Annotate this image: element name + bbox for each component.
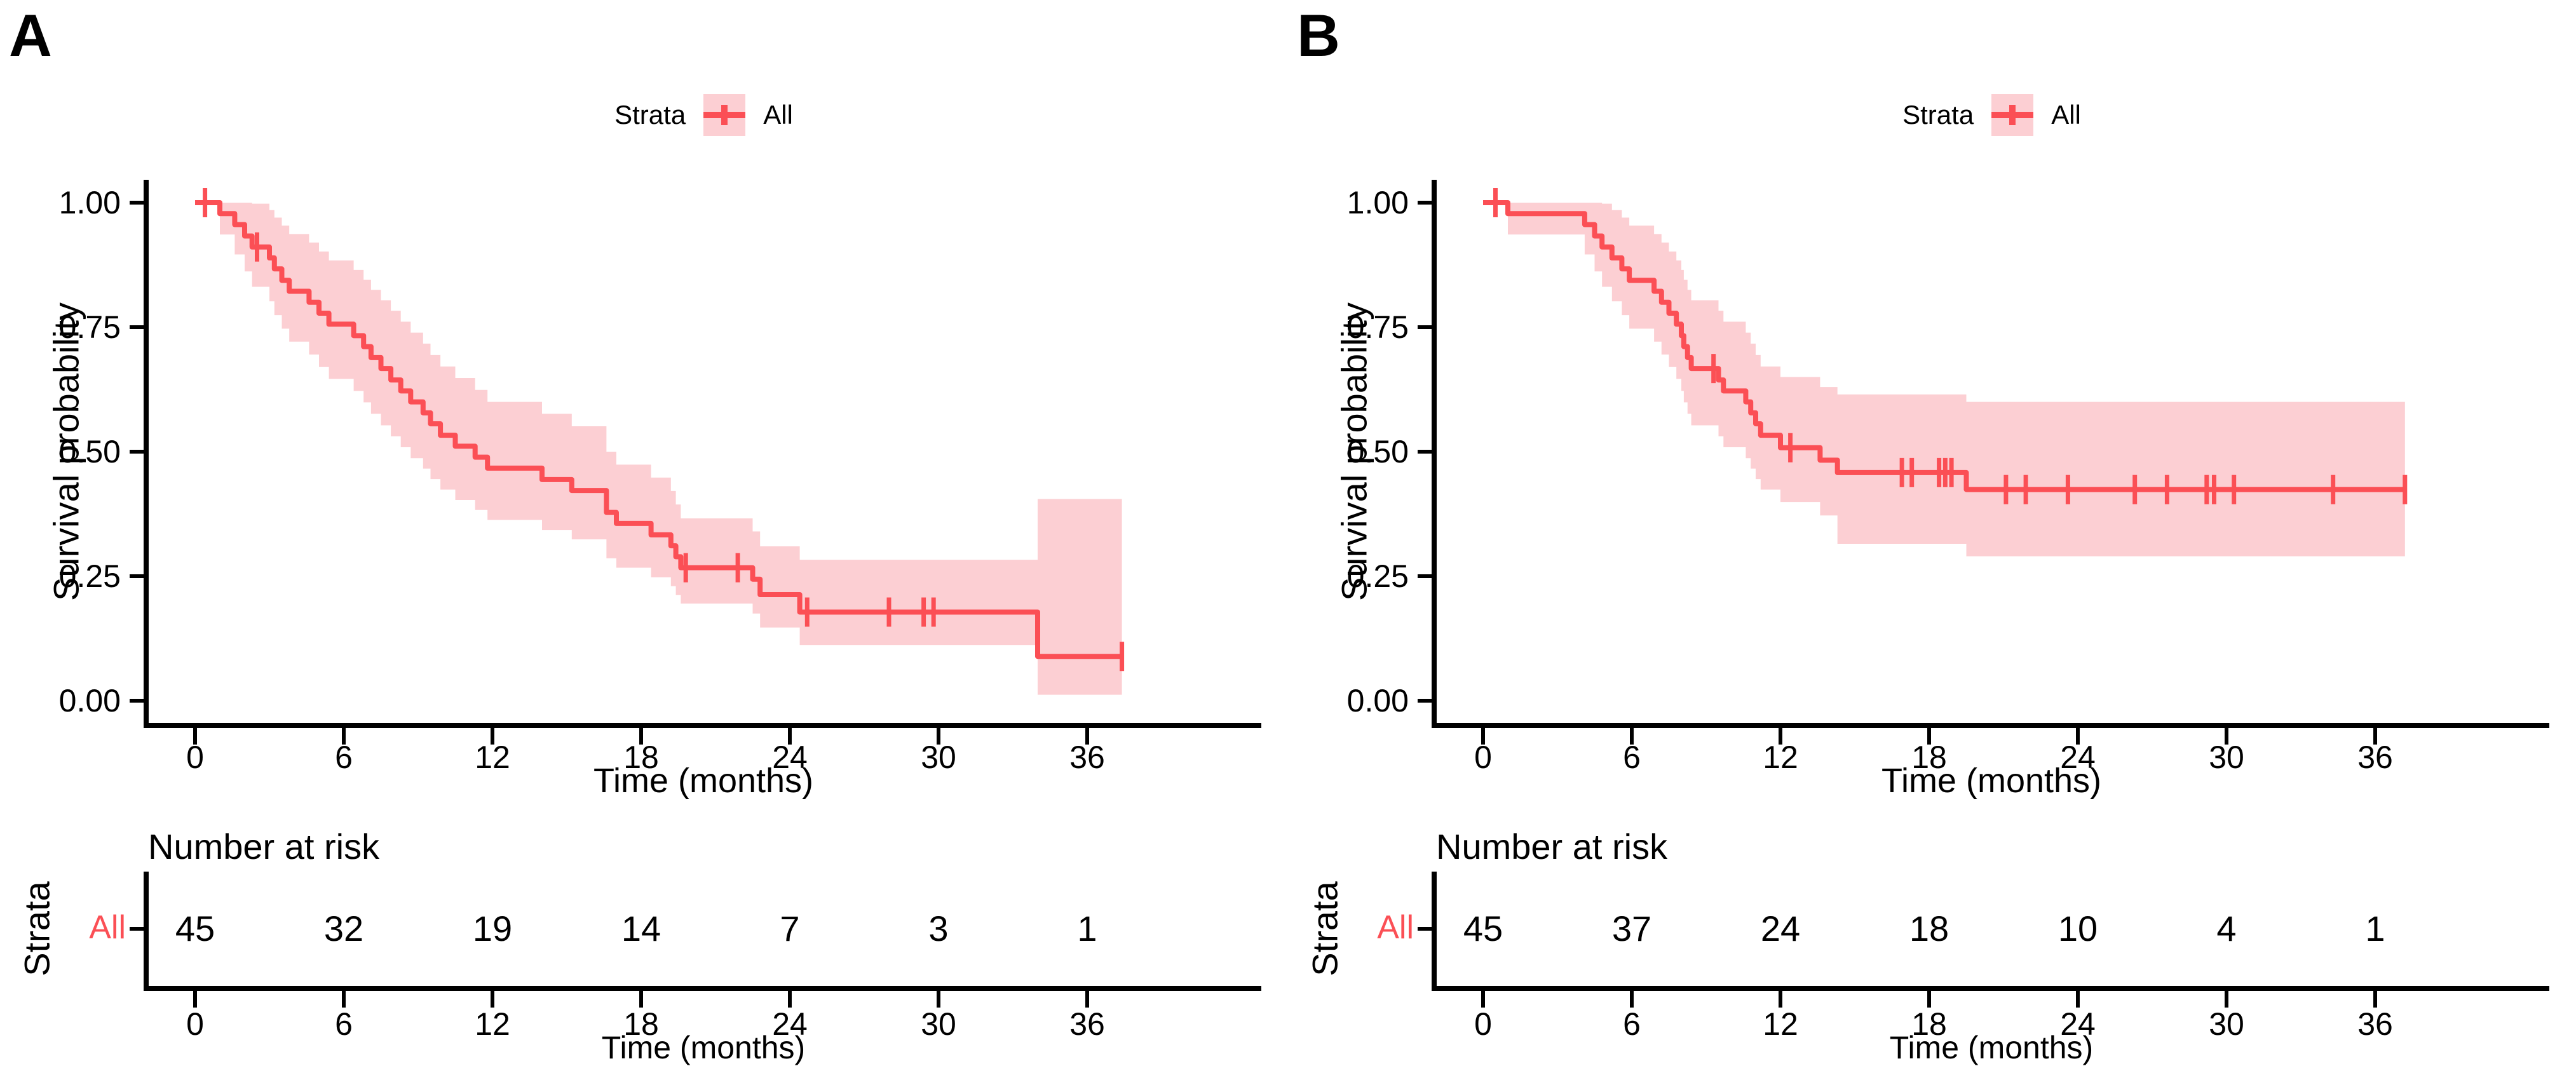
x-tick-label: 18 bbox=[623, 739, 659, 775]
confidence-ribbon bbox=[1508, 203, 2405, 557]
risk-x-tick-label: 18 bbox=[1911, 1006, 1947, 1042]
risk-x-tick-label: 6 bbox=[335, 1006, 353, 1042]
risk-count: 3 bbox=[928, 908, 949, 948]
risk-row-label: All bbox=[1377, 909, 1414, 946]
risk-x-tick-label: 36 bbox=[1069, 1006, 1105, 1042]
survival-curve bbox=[195, 200, 1122, 659]
risk-x-tick-label: 30 bbox=[921, 1006, 956, 1042]
x-tick-label: 0 bbox=[186, 739, 204, 775]
legend-key-icon bbox=[703, 94, 746, 136]
x-axis-title: Time (months) bbox=[593, 762, 814, 800]
risk-table-title: Number at risk bbox=[1436, 826, 1668, 867]
panel-b-plot-canvas bbox=[1418, 180, 2549, 1008]
risk-count: 10 bbox=[2057, 908, 2098, 948]
risk-x-tick-label: 30 bbox=[2209, 1006, 2244, 1042]
legend-key-icon bbox=[1991, 94, 2034, 136]
x-tick-label: 0 bbox=[1474, 739, 1492, 775]
legend-title: Strata bbox=[1902, 100, 1974, 130]
panel-a: A Strata All Survival probability Time (… bbox=[0, 0, 1288, 1065]
x-tick-label: 18 bbox=[1911, 739, 1947, 775]
x-tick-label: 30 bbox=[921, 739, 956, 775]
risk-count: 14 bbox=[621, 908, 661, 948]
legend: Strata All bbox=[146, 94, 1261, 136]
y-tick-label: 0.00 bbox=[58, 683, 121, 719]
x-tick-label: 12 bbox=[1763, 739, 1798, 775]
legend-censor-plus-icon bbox=[2009, 105, 2016, 125]
risk-row-label: All bbox=[89, 909, 126, 946]
risk-x-tick-label: 18 bbox=[623, 1006, 659, 1042]
legend-item-label: All bbox=[2051, 100, 2081, 130]
panel-label: A bbox=[9, 2, 52, 69]
x-tick-label: 24 bbox=[2060, 739, 2096, 775]
x-tick-label: 36 bbox=[1069, 739, 1105, 775]
risk-table-title: Number at risk bbox=[148, 826, 380, 867]
y-tick-label: 0.25 bbox=[58, 558, 121, 594]
x-axis-title: Time (months) bbox=[1881, 762, 2102, 800]
y-tick-label: 0.75 bbox=[1346, 309, 1409, 345]
risk-count: 19 bbox=[472, 908, 513, 948]
y-tick-label: 0.75 bbox=[58, 309, 121, 345]
x-tick-label: 12 bbox=[475, 739, 510, 775]
risk-x-tick-label: 12 bbox=[475, 1006, 510, 1042]
legend: Strata All bbox=[1434, 94, 2549, 136]
y-tick-label: 0.00 bbox=[1346, 683, 1409, 719]
x-tick-label: 36 bbox=[2357, 739, 2393, 775]
risk-count: 4 bbox=[2216, 908, 2237, 948]
risk-x-tick-label: 24 bbox=[772, 1006, 808, 1042]
risk-count: 18 bbox=[1909, 908, 1949, 948]
risk-count: 1 bbox=[2365, 908, 2385, 948]
x-tick-label: 6 bbox=[335, 739, 353, 775]
risk-count: 24 bbox=[1760, 908, 1801, 948]
risk-x-tick-label: 0 bbox=[1474, 1006, 1492, 1042]
survival-curve bbox=[1483, 200, 2405, 492]
risk-count: 45 bbox=[175, 908, 215, 948]
x-tick-label: 6 bbox=[1623, 739, 1641, 775]
risk-x-tick-label: 6 bbox=[1623, 1006, 1641, 1042]
risk-count: 7 bbox=[780, 908, 800, 948]
panel-label: B bbox=[1297, 2, 1340, 69]
y-tick-label: 0.25 bbox=[1346, 558, 1409, 594]
y-tick-label: 0.50 bbox=[1346, 434, 1409, 469]
legend-censor-plus-icon bbox=[721, 105, 728, 125]
y-tick-label: 1.00 bbox=[1346, 185, 1409, 220]
panel-a-plot-canvas bbox=[130, 180, 1261, 1008]
risk-x-tick-label: 36 bbox=[2357, 1006, 2393, 1042]
risk-x-axis-title: Time (months) bbox=[1889, 1030, 2094, 1065]
confidence-ribbon bbox=[220, 203, 1122, 695]
risk-x-tick-label: 12 bbox=[1763, 1006, 1798, 1042]
legend-item-label: All bbox=[763, 100, 793, 130]
y-tick-label: 0.50 bbox=[58, 434, 121, 469]
x-tick-label: 30 bbox=[2209, 739, 2244, 775]
risk-x-axis-title: Time (months) bbox=[601, 1030, 806, 1065]
risk-x-tick-label: 0 bbox=[186, 1006, 204, 1042]
x-tick-label: 24 bbox=[772, 739, 808, 775]
risk-count: 45 bbox=[1463, 908, 1503, 948]
risk-count: 32 bbox=[323, 908, 364, 948]
risk-count: 1 bbox=[1077, 908, 1097, 948]
y-tick-label: 1.00 bbox=[58, 185, 121, 220]
panel-b: B Strata All Survival probability Time (… bbox=[1288, 0, 2576, 1065]
legend-title: Strata bbox=[614, 100, 686, 130]
risk-x-tick-label: 24 bbox=[2060, 1006, 2096, 1042]
risk-count: 37 bbox=[1611, 908, 1652, 948]
